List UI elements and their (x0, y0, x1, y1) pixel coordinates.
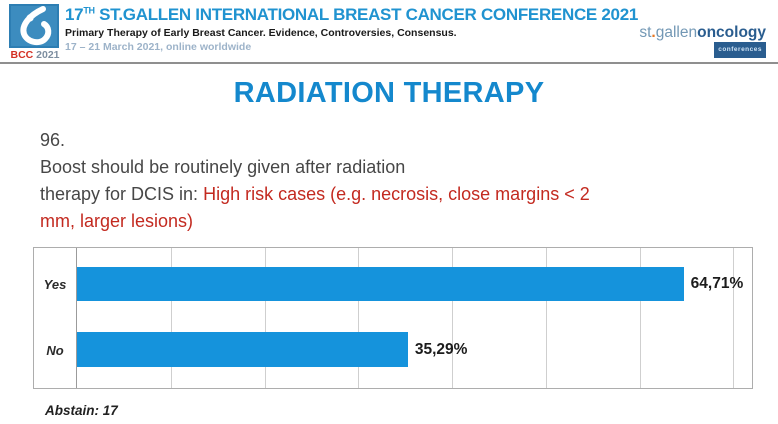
bcc-year: 2021 (36, 49, 60, 61)
bar-row-yes: 64,71% (77, 267, 752, 301)
brand-conferences-badge: conferences (714, 42, 766, 58)
gridline (545, 248, 547, 388)
conference-title-text: ST.GALLEN INTERNATIONAL BREAST CANCER CO… (94, 5, 639, 24)
bcc-label: BCC (10, 49, 34, 61)
conference-title: 17TH ST.GALLEN INTERNATIONAL BREAST CANC… (65, 5, 778, 25)
bcc-logo-caption: BCC 2021 (9, 49, 61, 61)
brand-gallen: gallen (655, 24, 698, 41)
category-label-no: No (46, 343, 64, 358)
conference-header-text: 17TH ST.GALLEN INTERNATIONAL BREAST CANC… (65, 0, 778, 53)
brand-dot: . (651, 24, 656, 41)
conference-title-number: 17 (65, 5, 84, 24)
question-highlight-2: mm, larger lesions) (40, 211, 194, 231)
breast-cancer-conference-icon (9, 4, 59, 48)
abstain-note: Abstain: 17 (45, 403, 118, 418)
bcc-logo: BCC 2021 (9, 4, 61, 61)
value-label-yes: 64,71% (690, 275, 744, 292)
category-label-yes: Yes (43, 277, 67, 292)
value-label-no: 35,29% (414, 340, 468, 358)
gridline (452, 248, 453, 388)
gridline (358, 248, 360, 388)
bar-yes (77, 267, 684, 301)
question-number: 96. (40, 130, 66, 150)
conference-subtitle: Primary Therapy of Early Breast Cancer. … (65, 27, 457, 39)
gridline (733, 248, 735, 388)
question-line-1: Boost should be routinely given after ra… (40, 157, 406, 177)
conference-dates: 17 – 21 March 2021, online worldwide (65, 41, 252, 53)
question-lead: therapy for DCIS in: (40, 184, 204, 204)
plot-area: 64,71% 35,29% (76, 248, 752, 388)
question-block: 96. Boost should be routinely given afte… (40, 127, 778, 235)
question-highlight-1: High risk cases (e.g. necrosis, close ma… (203, 184, 590, 204)
poll-results-chart: Yes No 64,71% 35,29% (33, 247, 753, 389)
gridline (639, 248, 641, 388)
stgallen-oncology-logo: st.gallenoncology conferences (639, 24, 766, 58)
gridline (170, 248, 172, 388)
brand-oncology: oncology (697, 24, 766, 41)
slide-title: RADIATION THERAPY (233, 77, 545, 109)
bar-no (77, 332, 408, 367)
bar-row-no: 35,29% (77, 332, 752, 367)
gridline (264, 248, 266, 388)
conference-title-ordinal: TH (83, 5, 95, 16)
brand-st: st (639, 24, 652, 41)
question-line-2: therapy for DCIS in: High risk cases (e.… (40, 181, 778, 208)
conference-header: BCC 2021 17TH ST.GALLEN INTERNATIONAL BR… (0, 0, 778, 64)
